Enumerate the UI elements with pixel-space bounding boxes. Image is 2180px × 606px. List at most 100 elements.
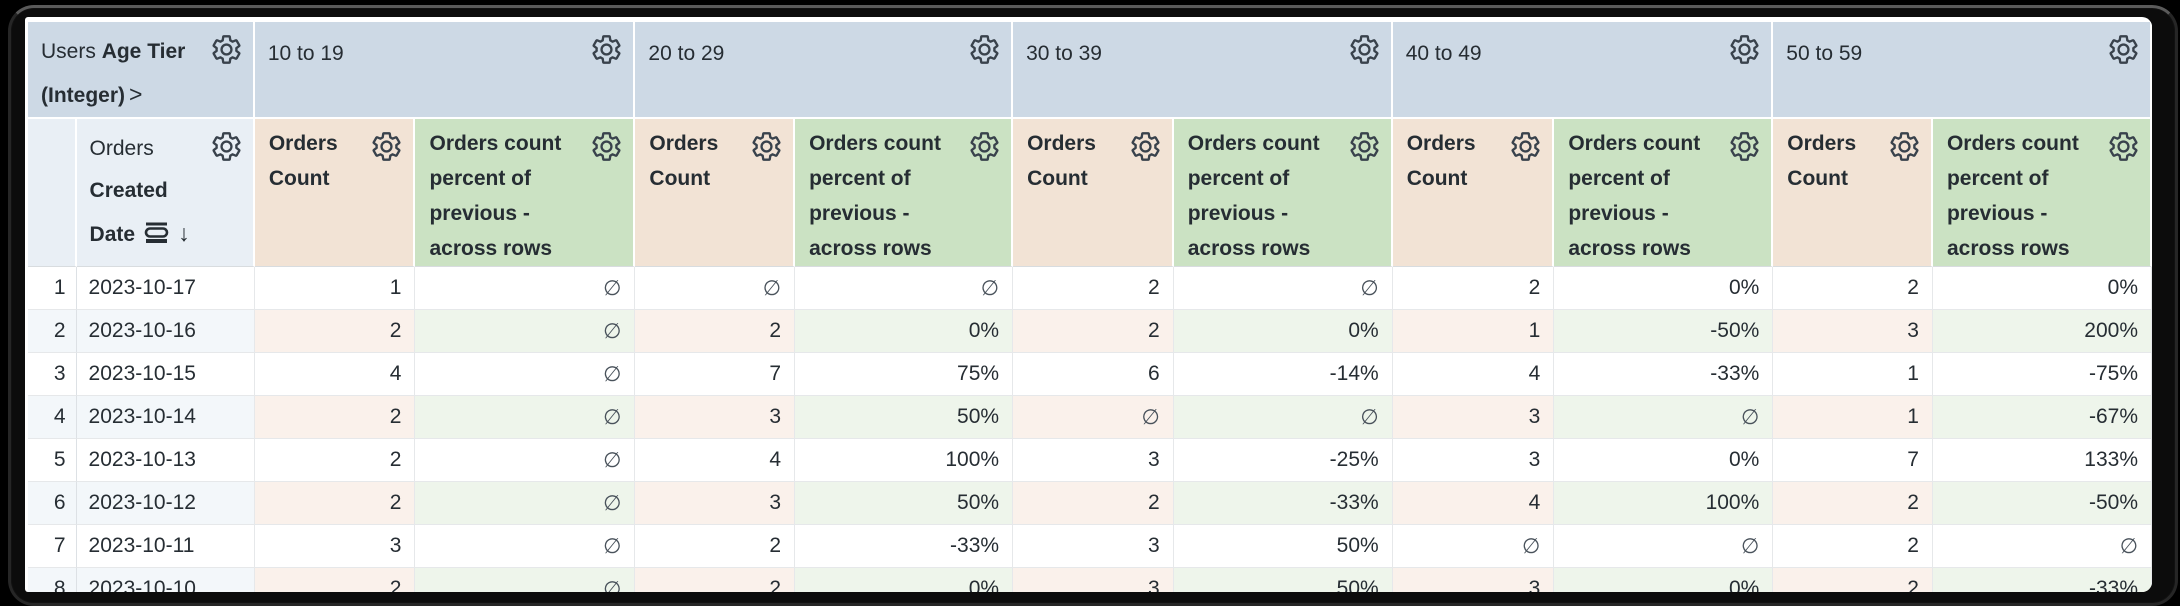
orders-count-cell[interactable]: ∅ bbox=[1392, 525, 1555, 568]
percent-cell[interactable]: 50% bbox=[795, 396, 1014, 439]
percent-cell[interactable]: 0% bbox=[1554, 439, 1774, 482]
orders-count-cell[interactable]: 4 bbox=[1392, 353, 1555, 396]
orders-count-cell[interactable]: 4 bbox=[1392, 482, 1555, 525]
date-cell[interactable]: 2023-10-10 bbox=[76, 568, 255, 592]
orders-count-cell[interactable]: 7 bbox=[635, 353, 796, 396]
expand-pivot-icon[interactable]: > bbox=[129, 81, 143, 107]
date-cell[interactable]: 2023-10-15 bbox=[76, 353, 255, 396]
percent-cell[interactable]: -50% bbox=[1932, 482, 2152, 525]
date-cell[interactable]: 2023-10-11 bbox=[76, 525, 255, 568]
measure-percent-header[interactable]: Orders count percent of previous - acros… bbox=[415, 119, 636, 267]
percent-cell[interactable]: 0% bbox=[795, 568, 1014, 592]
percent-cell[interactable]: -33% bbox=[1932, 568, 2152, 592]
orders-count-cell[interactable]: 6 bbox=[1013, 353, 1174, 396]
percent-cell[interactable]: 50% bbox=[1173, 525, 1393, 568]
orders-count-cell[interactable]: 2 bbox=[254, 396, 416, 439]
orders-count-cell[interactable]: ∅ bbox=[635, 267, 796, 310]
orders-count-cell[interactable]: 3 bbox=[635, 396, 796, 439]
percent-cell[interactable]: 50% bbox=[795, 482, 1014, 525]
percent-cell[interactable]: 50% bbox=[1173, 568, 1393, 592]
gear-icon[interactable] bbox=[1728, 33, 1761, 66]
percent-cell[interactable]: ∅ bbox=[415, 525, 636, 568]
percent-cell[interactable]: ∅ bbox=[415, 353, 636, 396]
gear-icon[interactable] bbox=[210, 130, 243, 163]
percent-cell[interactable]: ∅ bbox=[415, 310, 636, 353]
orders-count-cell[interactable]: 3 bbox=[254, 525, 416, 568]
gear-icon[interactable] bbox=[590, 130, 623, 163]
measure-count-header[interactable]: Orders Count bbox=[254, 119, 416, 267]
orders-count-cell[interactable]: 2 bbox=[1013, 482, 1174, 525]
percent-cell[interactable]: ∅ bbox=[415, 568, 636, 592]
orders-count-cell[interactable]: 1 bbox=[1773, 353, 1933, 396]
pivot-value-header[interactable]: 30 to 39 bbox=[1013, 22, 1393, 119]
gear-icon[interactable] bbox=[2107, 130, 2140, 163]
orders-count-cell[interactable]: 2 bbox=[635, 568, 796, 592]
percent-cell[interactable]: 100% bbox=[795, 439, 1014, 482]
measure-count-header[interactable]: Orders Count bbox=[635, 119, 796, 267]
percent-cell[interactable]: 0% bbox=[1173, 310, 1393, 353]
orders-count-cell[interactable]: ∅ bbox=[1013, 396, 1174, 439]
percent-cell[interactable]: ∅ bbox=[415, 396, 636, 439]
percent-cell[interactable]: 0% bbox=[795, 310, 1014, 353]
orders-count-cell[interactable]: 2 bbox=[1773, 525, 1933, 568]
gear-icon[interactable] bbox=[2107, 33, 2140, 66]
gear-icon[interactable] bbox=[1129, 130, 1162, 163]
orders-count-cell[interactable]: 2 bbox=[254, 310, 416, 353]
percent-cell[interactable]: ∅ bbox=[415, 482, 636, 525]
measure-percent-header[interactable]: Orders count percent of previous - acros… bbox=[1554, 119, 1774, 267]
date-cell[interactable]: 2023-10-17 bbox=[76, 267, 255, 310]
gear-icon[interactable] bbox=[968, 33, 1001, 66]
date-cell[interactable]: 2023-10-16 bbox=[76, 310, 255, 353]
percent-cell[interactable]: -33% bbox=[1173, 482, 1393, 525]
orders-count-cell[interactable]: 3 bbox=[1013, 439, 1174, 482]
percent-cell[interactable]: ∅ bbox=[1173, 396, 1393, 439]
orders-count-cell[interactable]: 1 bbox=[1392, 310, 1555, 353]
percent-cell[interactable]: -25% bbox=[1173, 439, 1393, 482]
percent-cell[interactable]: 200% bbox=[1932, 310, 2152, 353]
percent-cell[interactable]: ∅ bbox=[1173, 267, 1393, 310]
percent-cell[interactable]: 75% bbox=[795, 353, 1014, 396]
pivot-value-header[interactable]: 20 to 29 bbox=[635, 22, 1014, 119]
orders-count-cell[interactable]: 2 bbox=[1773, 568, 1933, 592]
date-cell[interactable]: 2023-10-14 bbox=[76, 396, 255, 439]
gear-icon[interactable] bbox=[1728, 130, 1761, 163]
percent-cell[interactable]: -67% bbox=[1932, 396, 2152, 439]
orders-count-cell[interactable]: 2 bbox=[254, 482, 416, 525]
orders-count-cell[interactable]: 3 bbox=[1013, 568, 1174, 592]
orders-count-cell[interactable]: 7 bbox=[1773, 439, 1933, 482]
percent-cell[interactable]: 0% bbox=[1554, 267, 1774, 310]
percent-cell[interactable]: 0% bbox=[1554, 568, 1774, 592]
date-cell[interactable]: 2023-10-12 bbox=[76, 482, 255, 525]
percent-cell[interactable]: ∅ bbox=[1554, 396, 1774, 439]
pivot-value-header[interactable]: 50 to 59 bbox=[1773, 22, 2152, 119]
percent-cell[interactable]: ∅ bbox=[1554, 525, 1774, 568]
orders-count-cell[interactable]: 3 bbox=[1013, 525, 1174, 568]
percent-cell[interactable]: 133% bbox=[1932, 439, 2152, 482]
orders-count-cell[interactable]: 3 bbox=[1392, 439, 1555, 482]
measure-count-header[interactable]: Orders Count bbox=[1773, 119, 1933, 267]
pivot-value-header[interactable]: 40 to 49 bbox=[1392, 22, 1774, 119]
measure-percent-header[interactable]: Orders count percent of previous - acros… bbox=[795, 119, 1014, 267]
orders-count-cell[interactable]: 2 bbox=[1013, 267, 1174, 310]
percent-cell[interactable]: ∅ bbox=[795, 267, 1014, 310]
orders-count-cell[interactable]: 3 bbox=[1392, 568, 1555, 592]
gear-icon[interactable] bbox=[590, 33, 623, 66]
percent-cell[interactable]: -75% bbox=[1932, 353, 2152, 396]
orders-count-cell[interactable]: 3 bbox=[1392, 396, 1555, 439]
gear-icon[interactable] bbox=[750, 130, 783, 163]
percent-cell[interactable]: ∅ bbox=[415, 267, 636, 310]
gear-icon[interactable] bbox=[968, 130, 1001, 163]
gear-icon[interactable] bbox=[370, 130, 403, 163]
gear-icon[interactable] bbox=[1348, 130, 1381, 163]
row-dimension-header[interactable]: Orders Created Date ↓ bbox=[76, 119, 255, 267]
percent-cell[interactable]: -14% bbox=[1173, 353, 1393, 396]
gear-icon[interactable] bbox=[210, 33, 243, 66]
orders-count-cell[interactable]: 2 bbox=[1013, 310, 1174, 353]
gear-icon[interactable] bbox=[1348, 33, 1381, 66]
orders-count-cell[interactable]: 2 bbox=[1773, 267, 1933, 310]
percent-cell[interactable]: -50% bbox=[1554, 310, 1774, 353]
percent-cell[interactable]: ∅ bbox=[1932, 525, 2152, 568]
orders-count-cell[interactable]: 3 bbox=[1773, 310, 1933, 353]
percent-cell[interactable]: 100% bbox=[1554, 482, 1774, 525]
percent-cell[interactable]: ∅ bbox=[415, 439, 636, 482]
